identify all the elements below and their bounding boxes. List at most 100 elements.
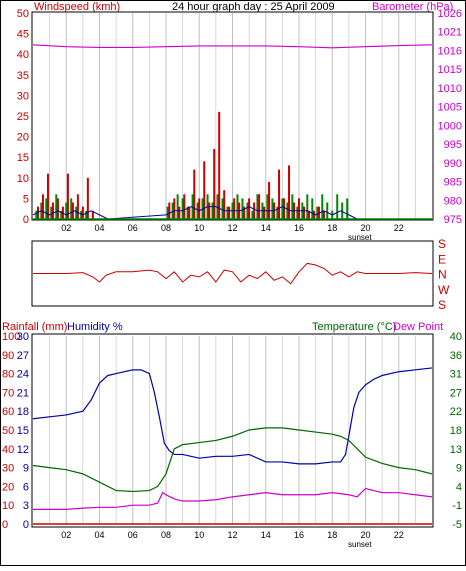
- humidity-tick: 20: [2, 481, 14, 493]
- windspeed-tick: 5: [23, 193, 29, 205]
- gust-bar: [291, 194, 294, 219]
- gust-bar: [266, 194, 269, 219]
- gust-bar: [316, 206, 319, 219]
- wind-bar: [258, 194, 261, 219]
- wind-bar: [233, 198, 236, 219]
- gust-bar: [70, 198, 73, 219]
- wind-bar: [81, 206, 84, 219]
- barometer-tick: 985: [444, 177, 462, 189]
- windspeed-tick: 0: [23, 214, 29, 226]
- chart-title: 24 hour graph day : 25 April 2009: [172, 1, 335, 13]
- temperature-tick: 4: [456, 481, 462, 493]
- direction-tick: W: [438, 283, 450, 297]
- wind-bar: [302, 206, 305, 219]
- rainfall-tick: 24: [17, 369, 29, 381]
- wind-bar: [188, 206, 191, 219]
- temperature-tick: 36: [450, 350, 462, 362]
- time-tick: 22: [394, 223, 404, 233]
- temperature-tick: 31: [450, 369, 462, 381]
- humidity-tick: 80: [2, 369, 14, 381]
- humidity-title: Humidity %: [67, 321, 123, 333]
- gust-bar: [75, 206, 78, 219]
- gust-bar: [65, 202, 68, 219]
- windspeed-tick: 35: [17, 70, 29, 82]
- wind-bar: [298, 198, 300, 219]
- wind-bar: [183, 194, 186, 219]
- wind-bar: [198, 198, 201, 219]
- series-line-average-wind: [32, 206, 358, 220]
- wind-bar: [76, 194, 79, 219]
- temperature-tick: -1: [452, 500, 462, 512]
- direction-tick: E: [438, 252, 446, 266]
- wind-bar: [91, 210, 94, 219]
- barometer-tick: 1000: [438, 120, 462, 132]
- windspeed-title: Windspeed (kmh): [34, 1, 120, 13]
- wind-bar: [178, 206, 181, 219]
- wind-bar: [253, 202, 256, 219]
- time-tick: 16: [294, 223, 304, 233]
- gust-bar: [251, 210, 254, 219]
- temperature-tick: 13: [450, 444, 462, 456]
- rainfall-tick: 12: [17, 444, 29, 456]
- wind-bar: [41, 194, 44, 219]
- gust-bar: [286, 202, 289, 219]
- gust-bar: [326, 202, 329, 219]
- temperature-tick: 9: [456, 463, 462, 475]
- windspeed-tick: 15: [17, 152, 29, 164]
- gust-bar: [80, 210, 83, 219]
- wind-series: [32, 44, 433, 220]
- wind-bar: [268, 181, 271, 219]
- gust-bar: [306, 194, 309, 219]
- wind-bar: [173, 198, 176, 219]
- time-tick: 14: [261, 223, 271, 233]
- time-tick: 18: [327, 530, 337, 540]
- gust-bar: [321, 194, 324, 219]
- temperature-series: [32, 367, 433, 525]
- gust-bar: [35, 210, 38, 219]
- rainfall-tick: 27: [17, 350, 29, 362]
- windspeed-tick: 10: [17, 173, 29, 185]
- gust-bar: [85, 210, 88, 219]
- humidity-tick: 30: [2, 463, 14, 475]
- windspeed-axis: 0 5 10 15 20 25 30 35 40 45 50: [17, 8, 29, 226]
- wind-bar: [46, 173, 49, 219]
- wind-bar: [203, 161, 206, 219]
- barometer-tick: 1026: [438, 8, 462, 20]
- barometer-tick: 990: [444, 158, 462, 170]
- rainfall-tick: 15: [17, 425, 29, 437]
- barometer-tick: 1005: [438, 102, 462, 114]
- gust-bar: [311, 198, 314, 219]
- direction-series: [33, 262, 433, 285]
- gust-bar: [45, 198, 48, 219]
- sunset-label-top: sunset: [348, 233, 372, 242]
- wind-bar: [283, 198, 286, 219]
- temperature-axis: -5 -1 4 9 13 18 22 27 31 36 40: [450, 331, 462, 531]
- humidity-tick: 40: [2, 444, 14, 456]
- series-line-temperature: [32, 427, 433, 493]
- rainfall-tick: 21: [17, 387, 29, 399]
- temperature-time-axis: 02 04 06 08 10 12 14 16 18 20 22: [61, 530, 404, 540]
- time-tick: 12: [227, 223, 237, 233]
- gust-bar: [181, 198, 184, 219]
- wind-bar: [278, 169, 281, 219]
- time-tick: 02: [61, 530, 71, 540]
- windspeed-tick: 30: [17, 90, 29, 102]
- gust-bar: [246, 202, 249, 219]
- barometer-axis: 975 980 985 990 995 1000 1005 1010 1015 1016 1021 1…: [438, 8, 462, 226]
- barometer-title: Barometer (hPa): [372, 1, 453, 13]
- wind-bar: [223, 190, 226, 219]
- time-tick: 18: [327, 223, 337, 233]
- wind-bar: [218, 111, 221, 219]
- gust-bar: [241, 198, 244, 219]
- rainfall-tick: 18: [17, 406, 29, 418]
- time-tick: 08: [161, 530, 171, 540]
- barometer-tick: 975: [444, 214, 462, 226]
- humidity-tick: 70: [2, 387, 14, 399]
- rainfall-tick: 0: [23, 519, 29, 531]
- wind-bar: [288, 165, 291, 219]
- wind-bar: [312, 210, 315, 219]
- windspeed-tick: 40: [17, 49, 29, 61]
- time-tick: 06: [128, 530, 138, 540]
